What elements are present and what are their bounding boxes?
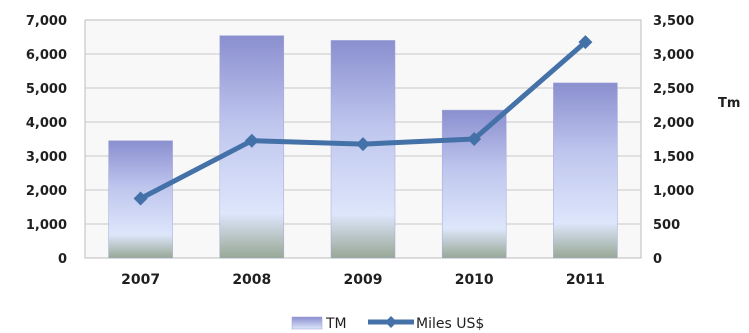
x-tick-label: 2008 bbox=[232, 272, 271, 288]
left-tick-label: 7,000 bbox=[26, 14, 67, 29]
legend: TM Miles US$ bbox=[291, 316, 484, 332]
left-tick-label: 6,000 bbox=[26, 48, 67, 63]
left-tick-label: 1,000 bbox=[26, 218, 67, 233]
left-tick-label: 5,000 bbox=[26, 82, 67, 97]
right-tick-label: 1,000 bbox=[653, 184, 694, 199]
x-tick-label: 2011 bbox=[566, 272, 605, 288]
right-axis-ticks: 0 500 1,000 1,500 2,000 2,500 3,000 3,500 bbox=[653, 14, 694, 267]
right-tick-label: 1,500 bbox=[653, 150, 694, 165]
left-tick-label: 4,000 bbox=[26, 116, 67, 131]
left-tick-label: 2,000 bbox=[26, 184, 67, 199]
bar-tm-2011 bbox=[553, 82, 618, 259]
point-miles-2007 bbox=[133, 191, 148, 206]
point-miles-2011 bbox=[578, 35, 593, 50]
legend-label-miles: Miles US$ bbox=[416, 316, 484, 332]
right-tick-label: 3,000 bbox=[653, 48, 694, 63]
left-tick-label: 3,000 bbox=[26, 150, 67, 165]
x-tick-label: 2007 bbox=[121, 272, 160, 288]
line-series bbox=[133, 35, 593, 206]
right-axis-title: Tm bbox=[718, 96, 740, 111]
right-tick-label: 2,000 bbox=[653, 116, 694, 131]
right-tick-label: 2,500 bbox=[653, 82, 694, 97]
right-tick-label: 500 bbox=[653, 218, 680, 233]
point-miles-2010 bbox=[467, 132, 482, 146]
right-tick-label: 0 bbox=[653, 252, 662, 267]
x-tick-label: 2009 bbox=[344, 272, 383, 288]
point-miles-2009 bbox=[356, 137, 370, 152]
point-miles-2008 bbox=[244, 133, 259, 148]
x-tick-label: 2010 bbox=[455, 272, 494, 288]
legend-swatch-tm bbox=[291, 316, 323, 330]
left-axis-ticks: 0 1,000 2,000 3,000 4,000 5,000 6,000 7,000 bbox=[26, 14, 67, 267]
legend-swatch-marker bbox=[385, 316, 397, 328]
left-tick-label: 0 bbox=[58, 252, 67, 267]
legend-label-tm: TM bbox=[325, 316, 347, 332]
plot-area bbox=[84, 19, 642, 259]
right-tick-label: 3,500 bbox=[653, 14, 694, 29]
x-axis-ticks: 2007 2008 2009 2010 2011 bbox=[121, 272, 605, 288]
